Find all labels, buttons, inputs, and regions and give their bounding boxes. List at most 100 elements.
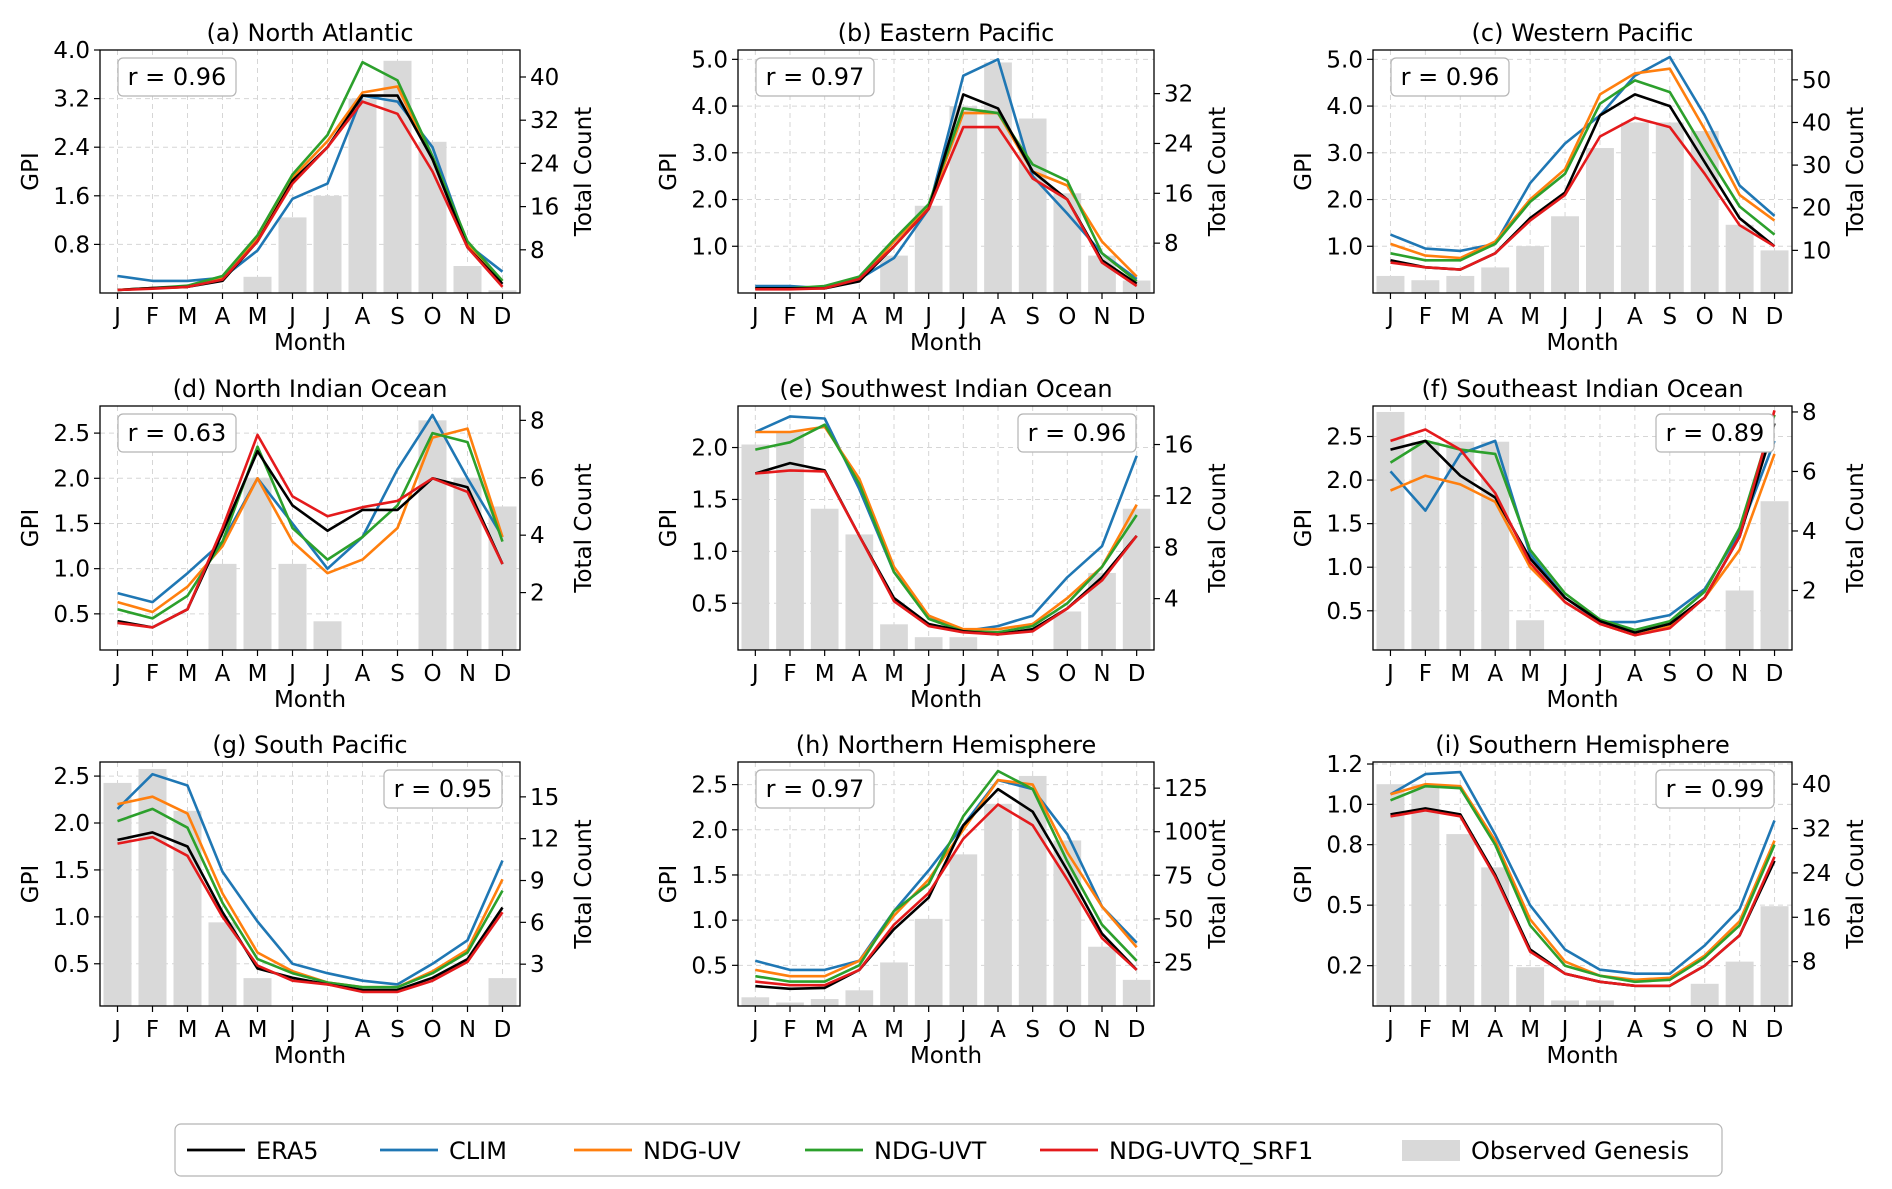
- panel-title: (f) Southeast Indian Ocean: [1421, 375, 1743, 403]
- month-tick-label: J: [958, 1017, 967, 1043]
- plot-frame: [737, 49, 1155, 294]
- series-line-ndg-uvt: [1390, 79, 1776, 262]
- month-tick-label: D: [1766, 304, 1784, 330]
- plot-frame: [737, 761, 1155, 1007]
- panel-title: (g) South Pacific: [212, 731, 407, 759]
- right-axis-label: Total Count: [571, 107, 597, 237]
- month-tick-label: A: [1487, 304, 1503, 330]
- left-tick-label: 2.5: [53, 764, 90, 790]
- genesis-bar: [810, 508, 839, 650]
- left-tick-label: 0.5: [1326, 893, 1363, 919]
- left-tick-label: 2.4: [53, 135, 90, 161]
- left-tick-label: 2.5: [691, 773, 728, 799]
- right-axis-label: Total Count: [1843, 107, 1869, 237]
- left-tick-label: 5.0: [1326, 47, 1363, 73]
- left-tick-label: 2.0: [691, 818, 728, 844]
- x-axis-label: Month: [1546, 330, 1618, 356]
- right-tick-label: 32: [1164, 82, 1193, 108]
- genesis-bar: [1122, 280, 1151, 293]
- legend-label-ndg-uvtq-srf1: NDG-UVTQ_SRF1: [1109, 1137, 1313, 1165]
- month-tick-label: A: [215, 1017, 231, 1043]
- left-tick-label: 1.5: [53, 511, 90, 537]
- month-tick-label: A: [1627, 304, 1643, 330]
- genesis-bar: [1411, 441, 1440, 650]
- left-tick-label: 1.5: [53, 858, 90, 884]
- left-tick-label: 0.8: [53, 232, 90, 258]
- month-tick-label: A: [215, 661, 231, 687]
- series-line-ndg-uvt: [117, 807, 504, 989]
- right-tick-label: 2: [530, 581, 545, 607]
- series-line-ndg-uv: [755, 778, 1138, 978]
- right-tick-label: 3: [530, 952, 545, 978]
- month-tick-label: M: [884, 1017, 904, 1043]
- x-axis-label: Month: [1546, 1043, 1618, 1069]
- genesis-bar: [1620, 122, 1649, 293]
- genesis-bar: [1088, 946, 1116, 1006]
- genesis-bar: [1690, 983, 1719, 1006]
- month-tick-label: A: [990, 1017, 1006, 1043]
- genesis-bar: [776, 1002, 804, 1006]
- month-tick-label: J: [112, 661, 121, 687]
- genesis-bar: [914, 637, 943, 650]
- genesis-bar: [1411, 784, 1440, 1006]
- left-tick-label: 4.0: [691, 94, 728, 120]
- month-tick-label: S: [1025, 661, 1040, 687]
- correlation-label: r = 0.63: [128, 419, 227, 447]
- month-tick-label: A: [1487, 1017, 1503, 1043]
- plot-frame: [1372, 405, 1793, 651]
- genesis-bar: [741, 997, 770, 1006]
- month-tick-label: J: [287, 304, 296, 330]
- month-tick-label: J: [1560, 661, 1569, 687]
- genesis-bar: [741, 444, 770, 650]
- genesis-bar: [313, 621, 342, 650]
- right-tick-label: 25: [1164, 950, 1193, 976]
- left-axis-label: GPI: [1291, 509, 1317, 547]
- right-tick-label: 9: [530, 869, 545, 895]
- genesis-bar: [208, 563, 237, 650]
- series-line-ndg-uvtq-srf1: [1390, 410, 1776, 637]
- genesis-bar: [984, 803, 1012, 1006]
- series-line-clim: [1389, 770, 1776, 976]
- month-tick-label: M: [248, 304, 268, 330]
- genesis-bar: [1516, 246, 1545, 293]
- right-tick-label: 16: [1164, 181, 1193, 207]
- left-axis-label: GPI: [656, 152, 682, 190]
- right-tick-label: 75: [1164, 863, 1193, 889]
- month-tick-label: S: [1025, 1017, 1040, 1043]
- correlation-box: [1655, 413, 1775, 453]
- genesis-bar: [949, 637, 978, 650]
- plot-frame: [99, 405, 521, 651]
- month-tick-label: S: [390, 304, 405, 330]
- month-tick-label: S: [390, 1017, 405, 1043]
- genesis-bar: [1446, 441, 1475, 650]
- series-line-ndg-uvt: [1389, 414, 1776, 632]
- genesis-bar: [1053, 611, 1082, 650]
- month-tick-label: J: [287, 1017, 296, 1043]
- genesis-bar: [984, 62, 1012, 293]
- month-tick-label: M: [1450, 661, 1470, 687]
- correlation-box: [383, 769, 503, 809]
- legend-label-ndg-uv: NDG-UV: [643, 1137, 741, 1165]
- x-axis-label: Month: [910, 1043, 982, 1069]
- genesis-bar: [1376, 784, 1405, 1006]
- right-tick-label: 12: [530, 827, 559, 853]
- genesis-bar: [1690, 131, 1719, 293]
- plot-frame: [737, 405, 1155, 651]
- left-tick-label: 2.0: [691, 188, 728, 214]
- series-line-ndg-uvtq-srf1: [1390, 809, 1776, 988]
- right-tick-label: 20: [1802, 196, 1831, 222]
- left-tick-label: 1.0: [1326, 555, 1363, 581]
- right-tick-label: 16: [1164, 433, 1193, 459]
- genesis-bar: [488, 506, 517, 650]
- left-tick-label: 3.2: [53, 87, 90, 113]
- right-tick-label: 125: [1164, 776, 1208, 802]
- series-line-ndg-uvt: [755, 769, 1138, 983]
- left-tick-label: 0.5: [53, 952, 90, 978]
- month-tick-label: A: [355, 304, 371, 330]
- month-tick-label: A: [355, 1017, 371, 1043]
- correlation-label: r = 0.96: [1028, 419, 1127, 447]
- genesis-bar: [880, 624, 908, 650]
- genesis-bar: [1122, 979, 1151, 1006]
